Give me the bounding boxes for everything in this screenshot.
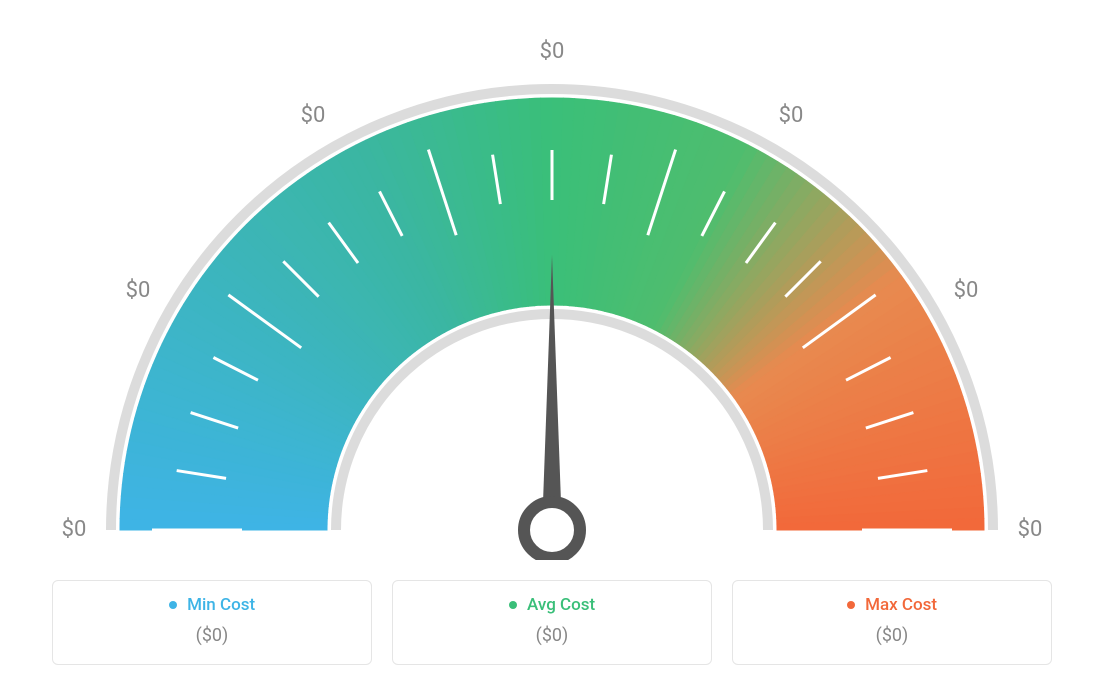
- svg-text:$0: $0: [954, 278, 979, 303]
- legend-title-min: Min Cost: [73, 595, 351, 615]
- legend-label-min: Min Cost: [187, 595, 255, 615]
- legend-value-avg: ($0): [413, 625, 691, 646]
- svg-text:$0: $0: [301, 103, 326, 128]
- legend-dot-avg: [509, 601, 517, 609]
- legend-title-max: Max Cost: [753, 595, 1031, 615]
- legend-title-avg: Avg Cost: [413, 595, 691, 615]
- legend-label-max: Max Cost: [865, 595, 937, 615]
- legend-value-min: ($0): [73, 625, 351, 646]
- svg-text:$0: $0: [62, 517, 87, 542]
- gauge-container: $0 $0 $0 $0 $0 $0 $0: [0, 0, 1104, 560]
- svg-text:$0: $0: [1018, 517, 1043, 542]
- legend-label-avg: Avg Cost: [527, 595, 595, 615]
- legend-card-avg: Avg Cost ($0): [392, 580, 712, 665]
- legend-card-max: Max Cost ($0): [732, 580, 1052, 665]
- legend-row: Min Cost ($0) Avg Cost ($0) Max Cost ($0…: [0, 580, 1104, 665]
- legend-card-min: Min Cost ($0): [52, 580, 372, 665]
- svg-text:$0: $0: [540, 39, 565, 64]
- legend-value-max: ($0): [753, 625, 1031, 646]
- legend-dot-min: [169, 601, 177, 609]
- svg-text:$0: $0: [779, 103, 804, 128]
- gauge-chart: $0 $0 $0 $0 $0 $0 $0: [0, 0, 1104, 560]
- svg-text:$0: $0: [126, 278, 151, 303]
- legend-dot-max: [847, 601, 855, 609]
